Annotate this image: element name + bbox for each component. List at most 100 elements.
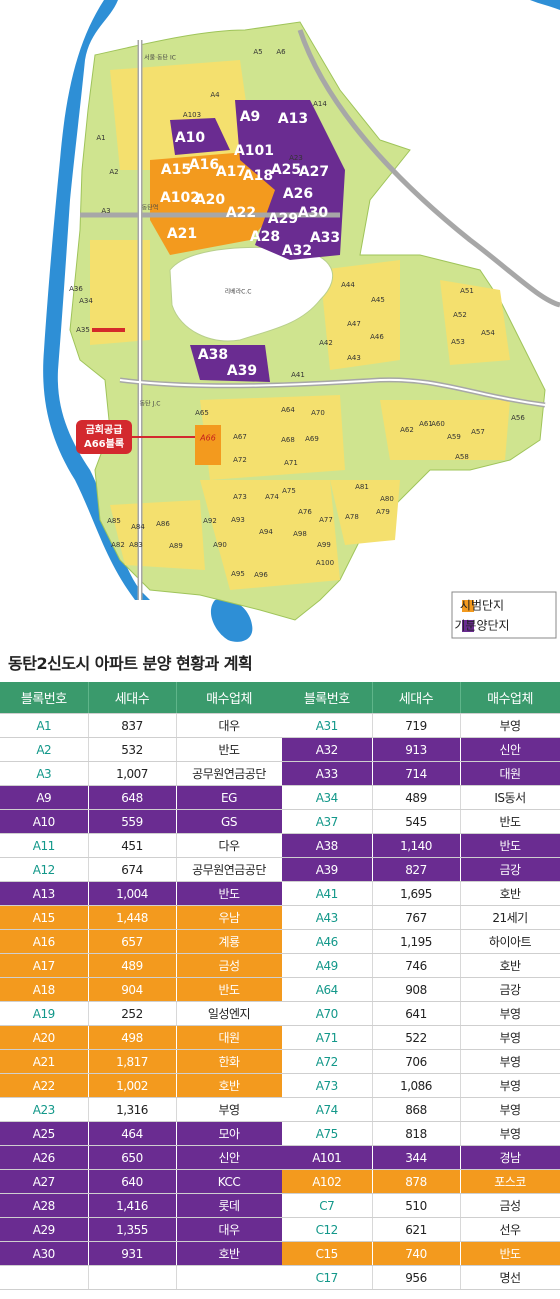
place-label: 리베라C.C [225, 288, 252, 296]
table-cell: 641 [372, 1001, 461, 1026]
table-row: A21 1,817 한화 [0, 1049, 283, 1074]
table-cell: 510 [372, 1193, 461, 1218]
table-cell: C17 [282, 1265, 373, 1290]
legend-label: 기분양단지 [454, 619, 509, 633]
block-label: A53 [451, 338, 465, 346]
block-label: A92 [203, 517, 217, 525]
block-label: A5 [253, 48, 262, 56]
table-cell: 956 [372, 1265, 461, 1290]
block-label: A29 [268, 211, 298, 227]
table-row: C12 621 선우 [282, 1217, 560, 1242]
table-cell: 740 [372, 1241, 461, 1266]
table-cell: A72 [282, 1049, 373, 1074]
table-title: 동탄2신도시 아파트 분양 현황과 계획 [8, 654, 253, 673]
table-cell: 부영 [460, 1025, 560, 1050]
table-row: A101 344 경남 [282, 1145, 560, 1170]
callout-text: A66블록 [84, 438, 124, 450]
table-cell: A20 [0, 1025, 89, 1050]
table-row: A22 1,002 호반 [0, 1073, 283, 1098]
table-cell: A2 [0, 737, 89, 762]
table-row: A2 532 반도 [0, 737, 283, 762]
header-cell: 매수업체 [176, 682, 283, 714]
table-cell: 1,448 [88, 905, 177, 930]
block-label: A67 [233, 433, 247, 441]
table-cell: A10 [0, 809, 89, 834]
header-cell: 세대수 [372, 682, 461, 714]
table-cell: 경남 [460, 1145, 560, 1170]
table-cell: A102 [282, 1169, 373, 1194]
empty-row [0, 1265, 283, 1290]
table-cell: 부영 [460, 1121, 560, 1146]
table-cell: 반도 [460, 1241, 560, 1266]
table-row: A25 464 모아 [0, 1121, 283, 1146]
table-cell: 1,817 [88, 1049, 177, 1074]
table-cell: A38 [282, 833, 373, 858]
table-cell: 1,416 [88, 1193, 177, 1218]
table-row: A34 489 IS동서 [282, 785, 560, 810]
table-cell: 반도 [460, 833, 560, 858]
table-cell: 1,195 [372, 929, 461, 954]
block-label: A15 [161, 162, 191, 178]
table-row: A64 908 금강 [282, 977, 560, 1002]
table-row: A23 1,316 부영 [0, 1097, 283, 1122]
table-cell: A19 [0, 1001, 89, 1026]
table-cell: 부영 [460, 1073, 560, 1098]
table-cell: A32 [282, 737, 373, 762]
table-cell: 818 [372, 1121, 461, 1146]
table-cell: A74 [282, 1097, 373, 1122]
table-row: A30 931 호반 [0, 1241, 283, 1266]
table-row: A10 559 GS [0, 809, 283, 834]
block-label: A57 [471, 428, 485, 436]
table-cell: 1,695 [372, 881, 461, 906]
table-cell: 489 [372, 785, 461, 810]
block-label: A64 [281, 406, 295, 414]
table-cell: A41 [282, 881, 373, 906]
table-cell: A70 [282, 1001, 373, 1026]
table-cell: A49 [282, 953, 373, 978]
table-cell: 451 [88, 833, 177, 858]
block-label: A3 [101, 207, 110, 215]
table-row: A11 451 다우 [0, 833, 283, 858]
table-row: A29 1,355 대우 [0, 1217, 283, 1242]
table-left: 블록번호 세대수 매수업체 A1 837 대우 A2 532 반도 A3 1,007 공무원연금공단 A… [0, 682, 283, 1290]
table-cell: 650 [88, 1145, 177, 1170]
table-cell: 금강 [460, 857, 560, 882]
table-cell: 1,355 [88, 1217, 177, 1242]
table-cell: 금성 [176, 953, 283, 978]
block-label: A82 [111, 541, 125, 549]
block-label: A42 [319, 339, 333, 347]
table-cell: C12 [282, 1217, 373, 1242]
legend-label: 시범단지 [460, 599, 504, 613]
block-label: A28 [250, 229, 280, 245]
table-row: A71 522 부영 [282, 1025, 560, 1050]
block-label: A23 [289, 154, 303, 162]
block-label: A27 [299, 164, 329, 180]
block-label: A10 [175, 130, 206, 146]
block-label: A103 [183, 111, 201, 119]
table-cell: A15 [0, 905, 89, 930]
table-cell: 반도 [176, 881, 283, 906]
block-label: A93 [231, 516, 245, 524]
table-row: A72 706 부영 [282, 1049, 560, 1074]
table-cell: 대우 [176, 713, 283, 738]
block-label: A90 [213, 541, 227, 549]
block-label: A30 [298, 205, 329, 221]
table-cell: 489 [88, 953, 177, 978]
table-cell: 공무원연금공단 [176, 857, 283, 882]
table-row: C7 510 금성 [282, 1193, 560, 1218]
table-row: A3 1,007 공무원연금공단 [0, 761, 283, 786]
block-label: A14 [313, 100, 327, 108]
table-cell: A37 [282, 809, 373, 834]
callout-text: 금회공급 [86, 423, 123, 436]
table-cell: 모아 [176, 1121, 283, 1146]
block-label: A78 [345, 513, 359, 521]
block-label: A83 [129, 541, 143, 549]
table-cell: 호반 [176, 1241, 283, 1266]
block-label: A65 [195, 409, 209, 417]
table-row: A20 498 대원 [0, 1025, 283, 1050]
table-cell: 호반 [460, 953, 560, 978]
table-cell: A71 [282, 1025, 373, 1050]
block-label: A41 [291, 371, 305, 379]
